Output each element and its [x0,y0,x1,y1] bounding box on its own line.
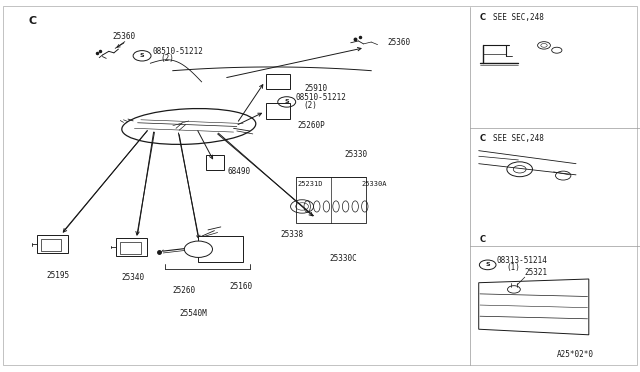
Bar [120,242,141,254]
Text: (2): (2) [303,100,317,109]
Text: C: C [480,13,486,22]
Bar [198,236,243,262]
Text: 25330C: 25330C [330,254,357,263]
Bar [296,177,366,223]
Text: 25330: 25330 [344,150,367,159]
Text: SEE SEC,248: SEE SEC,248 [493,134,543,143]
Text: (1): (1) [506,263,520,272]
Text: 25330A: 25330A [362,181,387,187]
Text: 08313-51214: 08313-51214 [497,256,547,265]
Text: 25231D: 25231D [298,181,323,187]
Polygon shape [479,279,589,335]
Text: A25*02*0: A25*02*0 [557,350,594,359]
Text: 25160: 25160 [229,282,252,291]
Text: 25910: 25910 [304,84,327,93]
Text: S: S [140,53,145,58]
Circle shape [507,162,532,177]
Text: 25360: 25360 [112,32,135,41]
Circle shape [184,241,212,257]
Text: 25360: 25360 [387,38,410,47]
Bar [266,103,290,119]
Text: 25260: 25260 [173,286,196,295]
Text: 25340: 25340 [122,273,145,282]
Text: SEE SEC,248: SEE SEC,248 [493,13,543,22]
Text: 25540M: 25540M [179,309,207,318]
Text: C: C [29,16,37,26]
Text: 25260P: 25260P [297,121,324,130]
Text: C: C [480,235,486,244]
Text: 08510-51212: 08510-51212 [296,93,346,102]
Text: 25321: 25321 [525,267,548,276]
Bar [266,74,290,89]
Text: S: S [284,99,289,105]
Text: 08510-51212: 08510-51212 [152,47,203,56]
Bar [37,235,68,253]
Bar [116,238,147,256]
Bar [41,239,61,251]
Text: S: S [485,262,490,267]
Bar [206,155,224,170]
Text: (2): (2) [160,54,174,63]
Text: 68490: 68490 [227,167,250,176]
Text: C: C [480,134,486,143]
Text: 25195: 25195 [46,271,69,280]
Text: 25338: 25338 [280,230,303,239]
